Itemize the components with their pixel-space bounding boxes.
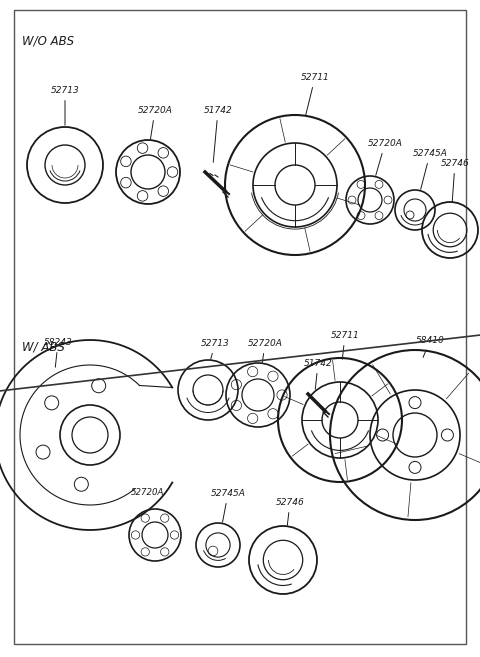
Text: 51742: 51742 bbox=[304, 359, 332, 389]
Text: W/ ABS: W/ ABS bbox=[22, 340, 65, 353]
Text: 52713: 52713 bbox=[201, 339, 229, 359]
Text: 52711: 52711 bbox=[331, 331, 360, 359]
Text: 52746: 52746 bbox=[441, 159, 469, 202]
Text: 52720A: 52720A bbox=[248, 339, 282, 362]
Text: 52713: 52713 bbox=[50, 86, 79, 125]
Text: 52745A: 52745A bbox=[211, 489, 245, 522]
Text: 58410: 58410 bbox=[416, 336, 444, 357]
Text: 52711: 52711 bbox=[300, 73, 329, 116]
Text: 52720A: 52720A bbox=[368, 139, 402, 175]
Text: 58243: 58243 bbox=[44, 338, 72, 367]
Text: 52745A: 52745A bbox=[413, 149, 447, 189]
Text: 52720A: 52720A bbox=[138, 106, 172, 139]
Text: 52720A: 52720A bbox=[132, 488, 165, 497]
Text: 51742: 51742 bbox=[204, 106, 232, 162]
Text: 52746: 52746 bbox=[276, 498, 304, 525]
Text: W/O ABS: W/O ABS bbox=[22, 35, 74, 48]
